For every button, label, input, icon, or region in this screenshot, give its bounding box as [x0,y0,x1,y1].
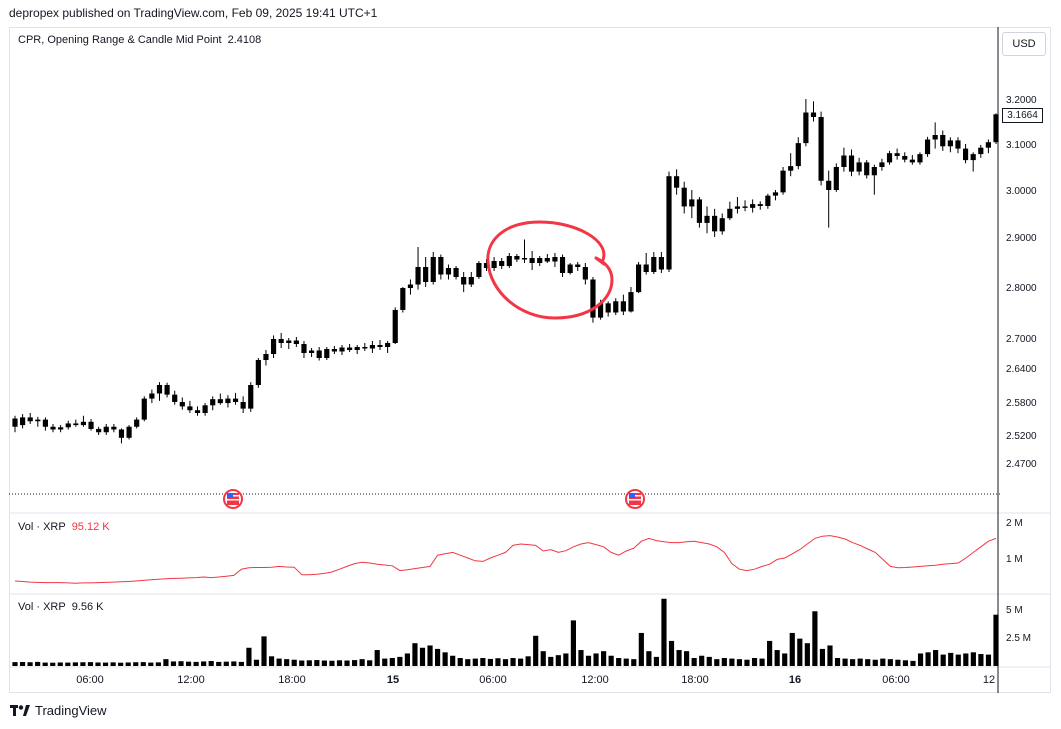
volume-ma-value: 95.12 K [71,521,110,533]
last-price: 2.4137 [1006,485,1037,496]
symbol-name: XRPUSD [954,485,997,496]
volume-value: 9.56 K [71,601,104,613]
volume-label: Vol · XRP [18,601,66,613]
volume-ma-legend[interactable]: Vol · XRP 95.12 K [18,521,110,533]
indicator-value: 2.4108 [227,34,262,46]
currency-button[interactable]: USD [1002,32,1046,56]
tradingview-logo-icon [10,704,30,716]
chart-frame [9,27,1051,693]
publisher-header: depropex published on TradingView.com, F… [9,6,378,20]
indicator-legend[interactable]: CPR, Opening Range & Candle Mid Point 2.4… [18,34,261,46]
volume-ma-label: Vol · XRP [18,521,66,533]
indicator-name: CPR, Opening Range & Candle Mid Point [18,34,222,46]
volume-legend[interactable]: Vol · XRP 9.56 K [18,601,104,613]
current-price-tag: 3.1664 [1002,108,1043,123]
footer-brand: TradingView [35,703,107,718]
tradingview-footer[interactable]: TradingView [10,703,107,718]
bar-countdown: 18:30 [1008,498,1035,509]
